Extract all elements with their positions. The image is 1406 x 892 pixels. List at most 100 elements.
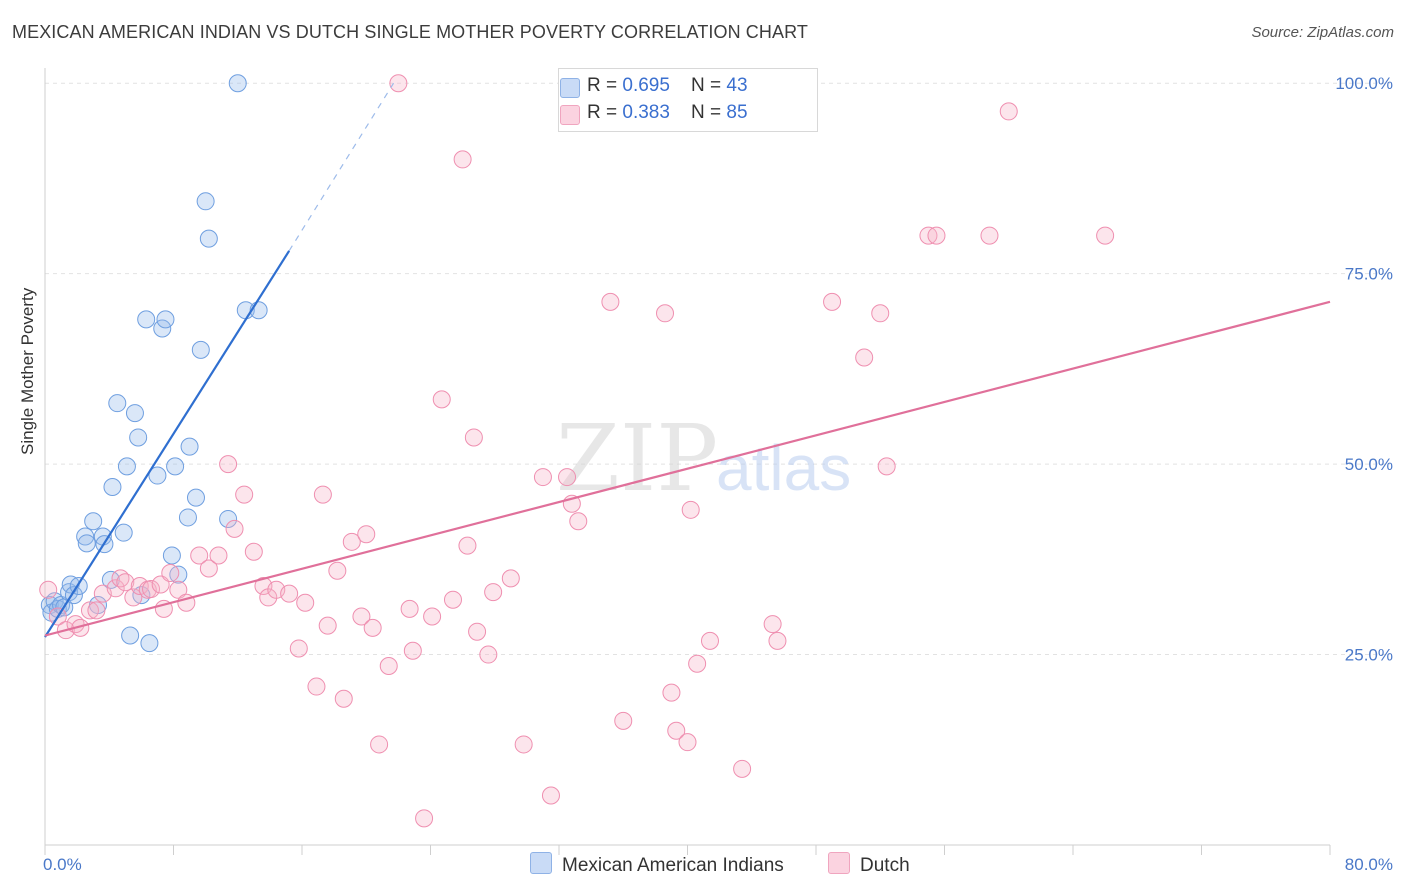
y-tick-label: 50.0%: [1345, 455, 1393, 474]
axes: [44, 68, 1331, 855]
legend-item-mexican-american-indians: Mexican American Indians: [530, 852, 784, 877]
legend-n-label: N =: [691, 75, 727, 96]
dutch-point: [80, 601, 99, 620]
dutch-point: [342, 532, 361, 551]
dutch-point: [106, 579, 125, 598]
dutch-point: [142, 580, 161, 599]
dutch-point: [190, 546, 209, 565]
mexican-trend-line: [44, 250, 291, 638]
source-credit: Source: ZipAtlas.com: [1251, 24, 1394, 41]
chart-title: MEXICAN AMERICAN INDIAN VS DUTCH SINGLE …: [12, 22, 808, 42]
mexican-american-indians-point: [101, 570, 120, 589]
dutch-trend-line: [44, 300, 1331, 637]
dutch-point: [289, 639, 308, 658]
dutch-point: [688, 654, 707, 673]
dutch-point: [662, 683, 681, 702]
mexican-american-indians-point: [228, 74, 247, 93]
legend-n-label: N =: [691, 102, 727, 123]
mexican-american-indians-point: [76, 527, 95, 546]
dutch-point: [403, 641, 422, 660]
mexican-american-indians-point: [166, 457, 185, 476]
dutch-point: [400, 599, 419, 618]
mexican-american-indians-point: [125, 404, 144, 423]
dutch-point: [601, 292, 620, 311]
legend-label: Dutch: [860, 855, 910, 876]
dutch-point: [296, 593, 315, 612]
dutch-point: [484, 583, 503, 602]
legend-n-value: 85: [726, 102, 748, 123]
dutch-point: [569, 512, 588, 531]
dutch-point: [307, 677, 326, 696]
dutch-point: [280, 584, 299, 603]
dutch-point: [614, 711, 633, 730]
dutch-point: [199, 559, 218, 578]
dutch-point: [558, 468, 577, 487]
mexican-american-indians-point: [129, 428, 148, 447]
watermark: ZIP atlas: [556, 405, 851, 512]
legend-r-label: R =: [587, 102, 623, 123]
dutch-point: [328, 561, 347, 580]
dutch-point: [514, 735, 533, 754]
dutch-point: [678, 733, 697, 752]
dutch-point: [443, 590, 462, 609]
dutch-point: [468, 622, 487, 641]
legend-swatch-pink: [560, 105, 580, 125]
dutch-point: [700, 631, 719, 650]
x-tick-label: 80.0%: [1345, 855, 1393, 874]
mexican-american-indians-point: [77, 534, 96, 553]
dutch-point: [927, 226, 946, 245]
dutch-point: [209, 546, 228, 565]
mexican-american-indians-point: [196, 192, 215, 211]
legend-row-dutch: R = 0.383 N = 85: [560, 102, 748, 125]
dutch-point: [357, 525, 376, 544]
gridlines: [45, 82, 1390, 656]
legend-r-value: 0.695: [622, 75, 670, 96]
dutch-point: [458, 536, 477, 555]
mexican-american-indians-point: [156, 310, 175, 329]
mexican-american-indians-point: [219, 509, 238, 528]
legend-r-label: R =: [587, 75, 623, 96]
mexican-american-indians-point: [199, 229, 218, 248]
legend-item-dutch: Dutch: [828, 852, 910, 877]
dutch-point: [823, 292, 842, 311]
dutch-point: [423, 607, 442, 626]
dutch-point: [541, 786, 560, 805]
dutch-point: [432, 390, 451, 409]
legend-r-value: 0.383: [622, 102, 670, 123]
dutch-point: [219, 455, 238, 474]
dutch-point: [225, 519, 244, 538]
dutch-point: [334, 689, 353, 708]
dutch-point: [681, 500, 700, 519]
dutch-point: [479, 645, 498, 664]
dutch-point: [124, 588, 143, 607]
dutch-point: [389, 74, 408, 93]
dutch-point: [768, 631, 787, 650]
dutch-point: [763, 615, 782, 634]
dutch-point: [161, 564, 180, 583]
mexican-american-indians-point: [191, 340, 210, 359]
dutch-point: [169, 580, 188, 599]
dutch-point: [363, 618, 382, 637]
mexican-american-indians-point: [180, 437, 199, 456]
legend-n-value: 43: [726, 75, 748, 96]
dutch-point: [656, 304, 675, 323]
dutch-point: [464, 428, 483, 447]
mexican-american-indians-point: [186, 488, 205, 507]
mexican-american-indians-point: [84, 512, 103, 531]
mexican-american-indians-point: [117, 457, 136, 476]
legend-swatch-pink: [828, 852, 850, 874]
dutch-point: [313, 485, 332, 504]
x-tick-label: 0.0%: [43, 855, 82, 874]
watermark-zip: ZIP: [556, 405, 718, 512]
dutch-point: [415, 809, 434, 828]
mexican-american-indians-point: [114, 523, 133, 542]
mexican-american-indians-point: [108, 394, 127, 413]
dutch-point: [980, 226, 999, 245]
dutch-point: [999, 102, 1018, 121]
mexican-american-indians-point: [178, 508, 197, 527]
dutch-point: [1096, 226, 1115, 245]
dutch-point: [235, 485, 254, 504]
dutch-point: [877, 457, 896, 476]
mexican-trend-extension: [288, 82, 395, 252]
